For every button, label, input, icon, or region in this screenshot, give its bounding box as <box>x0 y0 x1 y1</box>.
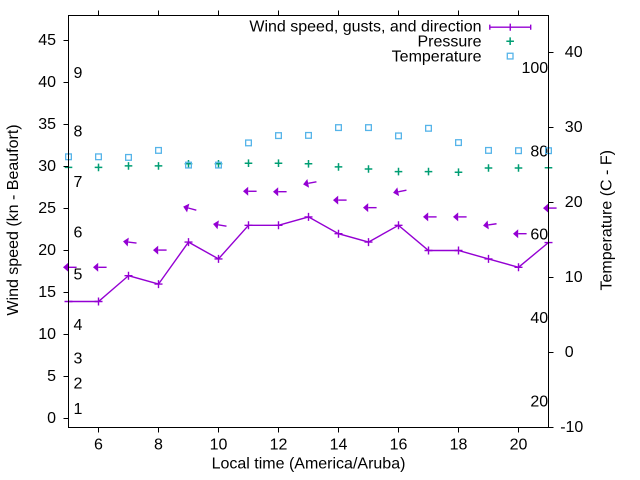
svg-text:30: 30 <box>38 158 56 175</box>
svg-text:7: 7 <box>74 174 83 191</box>
svg-text:Wind speed, gusts, and directi: Wind speed, gusts, and direction <box>249 19 481 36</box>
svg-text:Temperature (C - F): Temperature (C - F) <box>599 150 616 290</box>
svg-text:10: 10 <box>210 437 228 454</box>
svg-text:15: 15 <box>38 284 56 301</box>
svg-text:100: 100 <box>521 60 548 77</box>
svg-text:16: 16 <box>390 437 408 454</box>
svg-text:14: 14 <box>330 437 348 454</box>
svg-text:12: 12 <box>270 437 288 454</box>
svg-text:20: 20 <box>38 242 56 259</box>
svg-text:35: 35 <box>38 116 56 133</box>
svg-text:3: 3 <box>74 351 83 368</box>
svg-text:10: 10 <box>38 326 56 343</box>
svg-text:5: 5 <box>47 368 56 385</box>
svg-text:80: 80 <box>530 143 548 160</box>
svg-text:40: 40 <box>530 310 548 327</box>
svg-text:60: 60 <box>530 227 548 244</box>
svg-text:30: 30 <box>565 119 583 136</box>
svg-text:Pressure: Pressure <box>417 33 481 50</box>
svg-text:0: 0 <box>47 410 56 427</box>
svg-text:8: 8 <box>154 437 163 454</box>
svg-text:Local time (America/Aruba): Local time (America/Aruba) <box>212 456 406 473</box>
svg-text:40: 40 <box>565 44 583 61</box>
svg-text:40: 40 <box>38 74 56 91</box>
svg-text:2: 2 <box>74 376 83 393</box>
svg-text:Wind speed (kn - Beaufort): Wind speed (kn - Beaufort) <box>5 124 22 315</box>
svg-text:45: 45 <box>38 32 56 49</box>
svg-text:0: 0 <box>565 344 574 361</box>
svg-text:8: 8 <box>74 124 83 141</box>
svg-text:Temperature: Temperature <box>392 48 482 65</box>
svg-text:20: 20 <box>530 393 548 410</box>
svg-text:-10: -10 <box>560 419 583 436</box>
svg-text:6: 6 <box>74 225 83 242</box>
svg-text:4: 4 <box>74 317 83 334</box>
svg-text:20: 20 <box>510 437 528 454</box>
svg-text:1: 1 <box>74 401 83 418</box>
svg-text:9: 9 <box>74 65 83 82</box>
svg-text:10: 10 <box>565 269 583 286</box>
svg-text:25: 25 <box>38 200 56 217</box>
svg-text:5: 5 <box>74 267 83 284</box>
svg-text:20: 20 <box>565 194 583 211</box>
svg-text:18: 18 <box>450 437 468 454</box>
svg-text:6: 6 <box>94 437 103 454</box>
